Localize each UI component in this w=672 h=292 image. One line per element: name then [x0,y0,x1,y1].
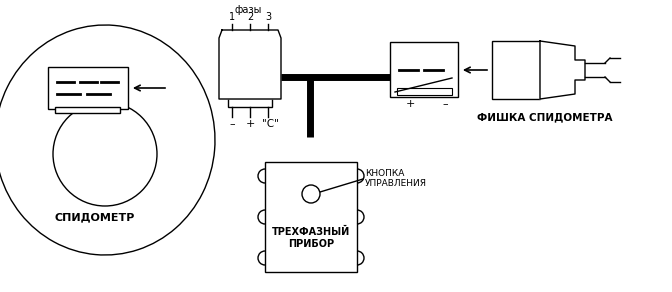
Text: КНОПКА: КНОПКА [365,169,405,178]
Text: СПИДОМЕТР: СПИДОМЕТР [55,212,135,222]
Bar [243,46,257,60]
Bar [260,46,274,60]
Bar [265,162,357,272]
Text: ФИШКА СПИДОМЕТРА: ФИШКА СПИДОМЕТРА [477,112,613,122]
Bar [262,49,272,57]
Bar [228,98,272,107]
Polygon shape [540,41,585,99]
Bar [228,68,238,76]
Bar [48,67,128,109]
Text: 2: 2 [247,12,253,22]
Text: +: + [405,99,415,109]
Bar [226,46,240,60]
Bar [390,42,458,97]
Text: –: – [229,119,235,129]
Bar [397,88,452,95]
Text: 3: 3 [265,12,271,22]
Bar [492,41,540,99]
Text: "С": "С" [261,119,278,129]
Bar [228,49,238,57]
Bar [55,107,120,113]
Bar [245,49,255,57]
Bar [245,68,255,76]
Circle shape [302,185,320,203]
Bar [226,65,240,79]
Bar [262,68,272,76]
Text: 1: 1 [229,12,235,22]
Text: ПРИБОР: ПРИБОР [288,239,334,249]
Bar [243,65,257,79]
Bar [260,65,274,79]
Circle shape [53,102,157,206]
Text: ТРЕХФАЗНЫЙ: ТРЕХФАЗНЫЙ [272,227,350,237]
Text: фазы: фазы [235,5,261,15]
Text: –: – [442,99,448,109]
Text: +: + [245,119,255,129]
Text: УПРАВЛЕНИЯ: УПРАВЛЕНИЯ [365,180,427,189]
Polygon shape [219,30,281,99]
